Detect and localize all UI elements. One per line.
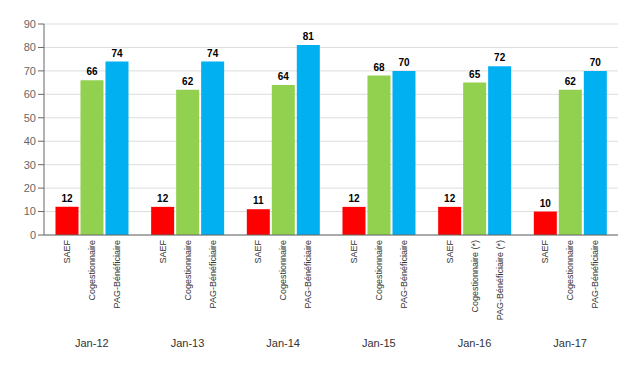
svg-text:20: 20 [24,182,36,194]
svg-text:Cogestionnaire (*): Cogestionnaire (*) [470,240,480,313]
svg-text:72: 72 [494,52,506,63]
svg-text:68: 68 [373,62,385,73]
svg-text:Jan-15: Jan-15 [362,337,396,349]
svg-text:PAG-Bénéficiaire: PAG-Bénéficiaire [303,240,313,308]
svg-text:90: 90 [24,18,36,30]
svg-text:PAG-Bénéficiaire: PAG-Bénéficiaire [208,240,218,308]
svg-text:PAG-Bénéficiaire: PAG-Bénéficiaire [590,240,600,308]
svg-text:PAG-Bénéficiaire: PAG-Bénéficiaire [112,240,122,308]
svg-text:62: 62 [565,76,577,87]
svg-text:SAEF: SAEF [540,240,550,264]
svg-text:30: 30 [24,159,36,171]
svg-text:SAEF: SAEF [349,240,359,264]
svg-text:SAEF: SAEF [158,240,168,264]
svg-text:70: 70 [24,65,36,77]
svg-text:81: 81 [303,31,315,42]
svg-text:10: 10 [24,205,36,217]
svg-text:70: 70 [590,57,602,68]
svg-text:12: 12 [157,193,169,204]
svg-text:SAEF: SAEF [62,240,72,264]
svg-text:Cogestionnaire: Cogestionnaire [87,240,97,301]
svg-text:PAG-Bénéficiaire: PAG-Bénéficiaire [399,240,409,308]
svg-text:Jan-13: Jan-13 [171,337,205,349]
svg-text:80: 80 [24,41,36,53]
svg-text:Jan-12: Jan-12 [75,337,109,349]
svg-text:Jan-16: Jan-16 [458,337,492,349]
svg-text:74: 74 [111,48,123,59]
svg-text:Jan-17: Jan-17 [553,337,587,349]
svg-text:0: 0 [30,229,36,241]
svg-text:Cogestionnaire: Cogestionnaire [374,240,384,301]
svg-text:40: 40 [24,135,36,147]
svg-text:Cogestionnaire: Cogestionnaire [183,240,193,301]
svg-text:65: 65 [469,69,481,80]
svg-text:Cogestionnaire: Cogestionnaire [565,240,575,301]
svg-text:11: 11 [253,195,264,206]
svg-text:Jan-14: Jan-14 [266,337,300,349]
svg-text:12: 12 [61,193,73,204]
svg-text:SAEF: SAEF [445,240,455,264]
svg-text:SAEF: SAEF [253,240,263,264]
svg-text:50: 50 [24,112,36,124]
svg-text:Cogestionnaire: Cogestionnaire [278,240,288,301]
svg-text:62: 62 [182,76,194,87]
svg-text:74: 74 [207,48,219,59]
svg-text:66: 66 [86,66,98,77]
svg-text:PAG-Bénéficiaire (*): PAG-Bénéficiaire (*) [495,240,505,320]
svg-text:64: 64 [278,71,290,82]
svg-text:60: 60 [24,88,36,100]
svg-text:12: 12 [348,193,360,204]
svg-text:12: 12 [444,193,456,204]
svg-text:70: 70 [398,57,410,68]
svg-text:10: 10 [540,198,552,209]
